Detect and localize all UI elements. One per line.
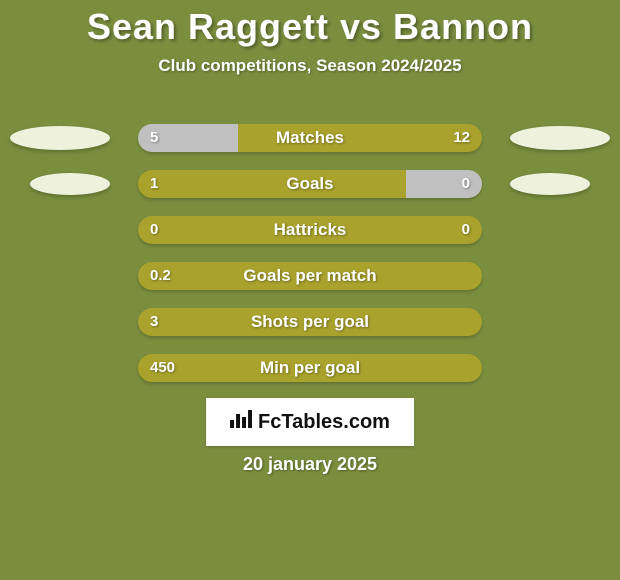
stat-value-right: 0	[462, 170, 470, 198]
stat-value-left: 3	[150, 308, 158, 336]
stat-row: Matches512	[0, 124, 620, 152]
page-title: Sean Raggett vs Bannon	[0, 0, 620, 48]
comparison-infographic: Sean Raggett vs Bannon Club competitions…	[0, 0, 620, 580]
date-label: 20 january 2025	[0, 454, 620, 475]
right-player-ellipse	[510, 126, 610, 150]
fctables-logo: FcTables.com	[206, 398, 414, 446]
stat-bar-fill-right	[406, 170, 482, 198]
stat-bar-track	[138, 308, 482, 336]
stat-bar-track	[138, 124, 482, 152]
left-player-ellipse	[10, 126, 110, 150]
stat-value-left: 450	[150, 354, 175, 382]
stat-row: Goals10	[0, 170, 620, 198]
subtitle: Club competitions, Season 2024/2025	[0, 56, 620, 76]
logo-text: FcTables.com	[258, 411, 390, 434]
stat-row: Min per goal450	[0, 354, 620, 382]
left-player-ellipse	[30, 173, 110, 195]
bar-chart-icon	[230, 410, 252, 434]
stat-value-left: 0.2	[150, 262, 171, 290]
stat-rows: Matches512Goals10Hattricks00Goals per ma…	[0, 124, 620, 400]
stat-bar-track	[138, 170, 482, 198]
stat-bar-track	[138, 216, 482, 244]
stat-value-right: 0	[462, 216, 470, 244]
stat-value-left: 1	[150, 170, 158, 198]
stat-value-left: 0	[150, 216, 158, 244]
stat-row: Hattricks00	[0, 216, 620, 244]
stat-row: Shots per goal3	[0, 308, 620, 336]
right-player-ellipse	[510, 173, 590, 195]
stat-bar-track	[138, 354, 482, 382]
stat-value-right: 12	[453, 124, 470, 152]
stat-row: Goals per match0.2	[0, 262, 620, 290]
stat-bar-track	[138, 262, 482, 290]
stat-value-left: 5	[150, 124, 158, 152]
